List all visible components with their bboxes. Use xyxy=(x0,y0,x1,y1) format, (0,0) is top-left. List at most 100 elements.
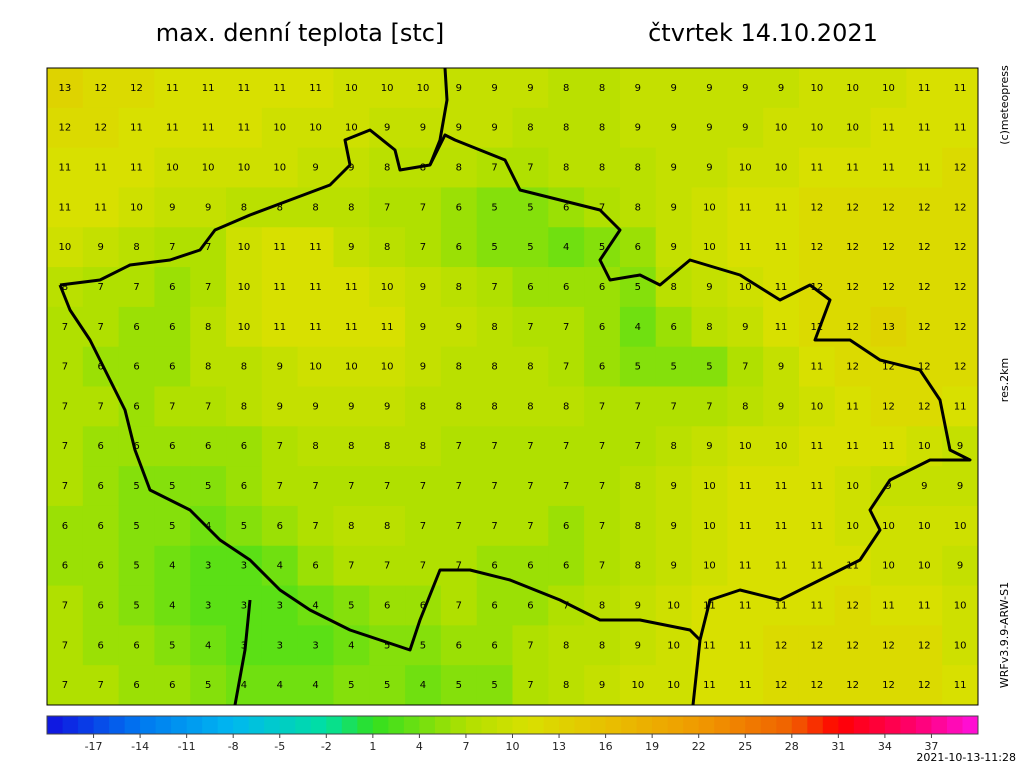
grid-cell xyxy=(297,665,334,706)
grid-cell xyxy=(763,227,800,268)
grid-cell xyxy=(548,585,585,626)
cell-value: 7 xyxy=(277,481,283,492)
cell-value: 9 xyxy=(277,362,283,373)
colorbar-segment xyxy=(357,716,374,734)
cell-value: 7 xyxy=(527,680,533,691)
cell-value: 7 xyxy=(706,401,712,412)
cell-value: 10 xyxy=(345,83,358,94)
cell-value: 11 xyxy=(882,163,895,174)
grid-cell xyxy=(47,505,84,547)
grid-cell xyxy=(405,346,442,387)
cell-value: 5 xyxy=(133,600,139,611)
grid-cell xyxy=(154,267,191,308)
grid-cell xyxy=(548,147,585,188)
grid-cell xyxy=(47,107,84,149)
grid-cell xyxy=(548,505,585,547)
grid-cell xyxy=(727,505,764,547)
grid-cell xyxy=(727,187,764,228)
cell-value: 7 xyxy=(205,242,211,253)
grid-cell xyxy=(47,466,84,507)
grid-cell xyxy=(548,545,585,587)
colorbar-segment xyxy=(543,716,560,734)
grid-cell xyxy=(333,306,370,348)
cell-value: 12 xyxy=(846,600,859,611)
colorbar-tick-label: 16 xyxy=(599,740,613,753)
cell-value: 6 xyxy=(563,561,569,572)
cell-value: 7 xyxy=(312,481,318,492)
grid-cell xyxy=(440,346,478,387)
grid-cell xyxy=(584,505,621,547)
cell-value: 7 xyxy=(635,441,641,452)
cell-value: 8 xyxy=(456,401,462,412)
cell-value: 11 xyxy=(166,83,179,94)
grid-cell xyxy=(333,267,370,308)
grid-cell xyxy=(440,267,478,308)
cell-value: 11 xyxy=(918,600,931,611)
grid-cell xyxy=(190,187,227,228)
cell-value: 11 xyxy=(59,202,72,213)
grid-cell xyxy=(870,545,907,587)
cell-value: 7 xyxy=(670,401,676,412)
grid-cell xyxy=(870,147,907,188)
colorbar-tick-label: -8 xyxy=(228,740,239,753)
grid-cell xyxy=(942,107,979,149)
cell-value: 8 xyxy=(384,441,390,452)
cell-value: 8 xyxy=(456,163,462,174)
cell-value: 11 xyxy=(918,83,931,94)
cell-value: 7 xyxy=(456,521,462,532)
grid-cell xyxy=(333,68,370,109)
grid-cell xyxy=(440,386,478,427)
cell-value: 12 xyxy=(846,640,859,651)
grid-cell xyxy=(297,107,334,149)
colorbar-segment xyxy=(698,716,715,734)
grid-cell xyxy=(190,147,227,188)
grid-cell xyxy=(798,665,836,706)
cell-value: 6 xyxy=(62,561,68,572)
colorbar-segment xyxy=(590,716,607,734)
grid-cell xyxy=(476,585,513,626)
cell-value: 9 xyxy=(348,242,354,253)
grid-cell xyxy=(870,625,907,666)
grid-cell xyxy=(440,426,478,467)
grid-cell xyxy=(512,267,549,308)
grid-cell xyxy=(870,107,907,149)
cell-value: 12 xyxy=(882,242,895,253)
grid-cell xyxy=(261,267,299,308)
colorbar-segment xyxy=(295,716,312,734)
cell-value: 11 xyxy=(775,561,788,572)
grid-cell xyxy=(906,147,943,188)
grid-cell xyxy=(297,545,334,587)
borders xyxy=(58,67,972,706)
grid-cell xyxy=(297,68,334,109)
grid-cell xyxy=(440,466,478,507)
cell-value: 7 xyxy=(563,600,569,611)
grid-cell xyxy=(798,585,836,626)
cell-value: 11 xyxy=(94,163,107,174)
colorbar-segment xyxy=(47,716,64,734)
grid-cell xyxy=(942,187,979,228)
colorbar-segment xyxy=(714,716,731,734)
cell-value: 4 xyxy=(169,600,175,611)
cell-value: 12 xyxy=(810,680,823,691)
grid-cell xyxy=(405,466,442,507)
colorbar-segment xyxy=(667,716,684,734)
cell-value: 5 xyxy=(169,640,175,651)
cell-value: 5 xyxy=(205,680,211,691)
cell-value: 10 xyxy=(130,202,143,213)
grid-cell xyxy=(369,306,406,348)
grid-cell xyxy=(512,68,549,109)
grid-cell xyxy=(619,466,657,507)
country-border xyxy=(58,128,972,652)
cell-value: 8 xyxy=(599,600,605,611)
grid-cell xyxy=(619,625,657,666)
cell-value: 3 xyxy=(205,600,211,611)
cell-value: 10 xyxy=(882,83,895,94)
grid-cell xyxy=(655,227,693,268)
grid-cell xyxy=(870,267,907,308)
cell-value: 8 xyxy=(491,401,497,412)
cell-value: 3 xyxy=(205,561,211,572)
grid-cell xyxy=(405,68,442,109)
cell-value: 9 xyxy=(742,322,748,333)
grid-cell xyxy=(655,386,693,427)
cell-value: 9 xyxy=(670,163,676,174)
